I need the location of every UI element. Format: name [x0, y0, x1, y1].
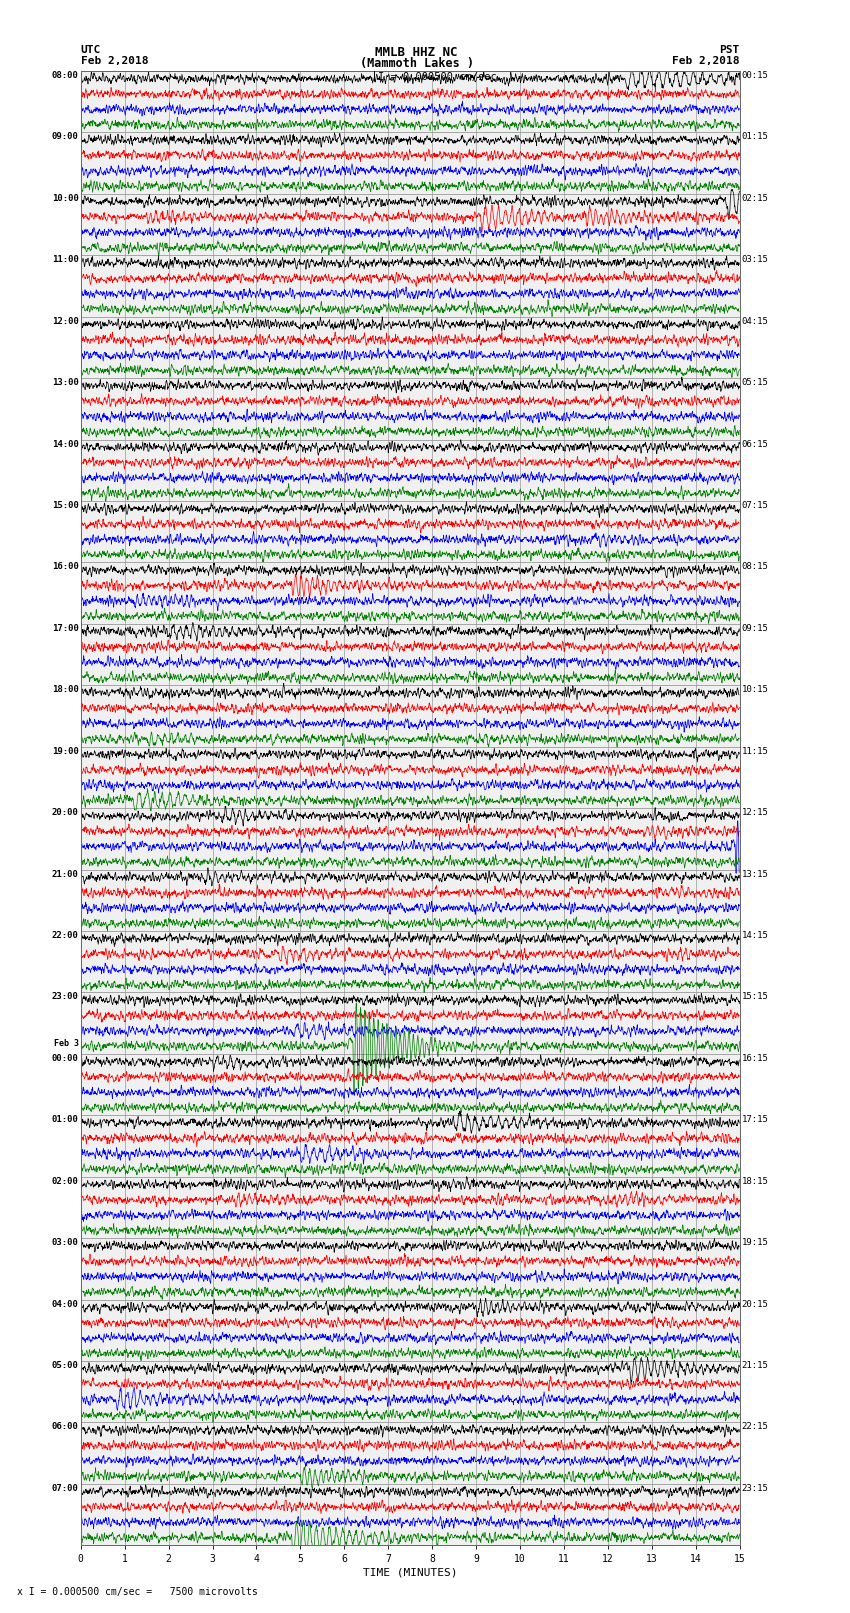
Text: 01:00: 01:00 [52, 1115, 79, 1124]
Text: 18:15: 18:15 [741, 1177, 768, 1186]
Text: 21:00: 21:00 [52, 869, 79, 879]
Text: (Mammoth Lakes ): (Mammoth Lakes ) [360, 56, 473, 71]
Text: 08:00: 08:00 [52, 71, 79, 81]
Text: 10:00: 10:00 [52, 194, 79, 203]
Text: 23:00: 23:00 [52, 992, 79, 1002]
Text: PST: PST [719, 45, 740, 55]
Text: 04:15: 04:15 [741, 316, 768, 326]
Text: 10:15: 10:15 [741, 686, 768, 694]
Text: 03:00: 03:00 [52, 1239, 79, 1247]
Text: Feb 2,2018: Feb 2,2018 [672, 56, 740, 66]
Text: x I = 0.000500 cm/sec =   7500 microvolts: x I = 0.000500 cm/sec = 7500 microvolts [17, 1587, 258, 1597]
Text: 15:15: 15:15 [741, 992, 768, 1002]
Text: 13:15: 13:15 [741, 869, 768, 879]
Text: 16:15: 16:15 [741, 1053, 768, 1063]
Text: 07:00: 07:00 [52, 1484, 79, 1492]
Text: 05:00: 05:00 [52, 1361, 79, 1369]
Text: 04:00: 04:00 [52, 1300, 79, 1308]
X-axis label: TIME (MINUTES): TIME (MINUTES) [363, 1568, 457, 1578]
Text: 18:00: 18:00 [52, 686, 79, 694]
Text: 02:15: 02:15 [741, 194, 768, 203]
Text: 00:00: 00:00 [52, 1053, 79, 1063]
Text: 11:00: 11:00 [52, 255, 79, 265]
Text: 14:15: 14:15 [741, 931, 768, 940]
Text: 07:15: 07:15 [741, 502, 768, 510]
Text: 21:15: 21:15 [741, 1361, 768, 1369]
Text: 12:00: 12:00 [52, 316, 79, 326]
Text: 22:15: 22:15 [741, 1423, 768, 1431]
Text: 08:15: 08:15 [741, 563, 768, 571]
Text: 13:00: 13:00 [52, 377, 79, 387]
Text: 19:15: 19:15 [741, 1239, 768, 1247]
Text: 00:15: 00:15 [741, 71, 768, 81]
Text: 09:15: 09:15 [741, 624, 768, 632]
Text: 15:00: 15:00 [52, 502, 79, 510]
Text: MMLB HHZ NC: MMLB HHZ NC [375, 45, 458, 58]
Text: 02:00: 02:00 [52, 1177, 79, 1186]
Text: 14:00: 14:00 [52, 440, 79, 448]
Text: 09:00: 09:00 [52, 132, 79, 142]
Text: 17:00: 17:00 [52, 624, 79, 632]
Text: 22:00: 22:00 [52, 931, 79, 940]
Text: 11:15: 11:15 [741, 747, 768, 755]
Text: 17:15: 17:15 [741, 1115, 768, 1124]
Text: Feb 2,2018: Feb 2,2018 [81, 56, 148, 66]
Text: 06:15: 06:15 [741, 440, 768, 448]
Text: 03:15: 03:15 [741, 255, 768, 265]
Text: 06:00: 06:00 [52, 1423, 79, 1431]
Text: UTC: UTC [81, 45, 101, 55]
Text: 20:15: 20:15 [741, 1300, 768, 1308]
Text: Feb 3: Feb 3 [54, 1039, 79, 1048]
Text: 20:00: 20:00 [52, 808, 79, 818]
Text: I = 0.000500 cm/sec: I = 0.000500 cm/sec [378, 71, 497, 82]
Text: 16:00: 16:00 [52, 563, 79, 571]
Text: 23:15: 23:15 [741, 1484, 768, 1492]
Text: 12:15: 12:15 [741, 808, 768, 818]
Text: 19:00: 19:00 [52, 747, 79, 755]
Text: 05:15: 05:15 [741, 377, 768, 387]
Text: 01:15: 01:15 [741, 132, 768, 142]
